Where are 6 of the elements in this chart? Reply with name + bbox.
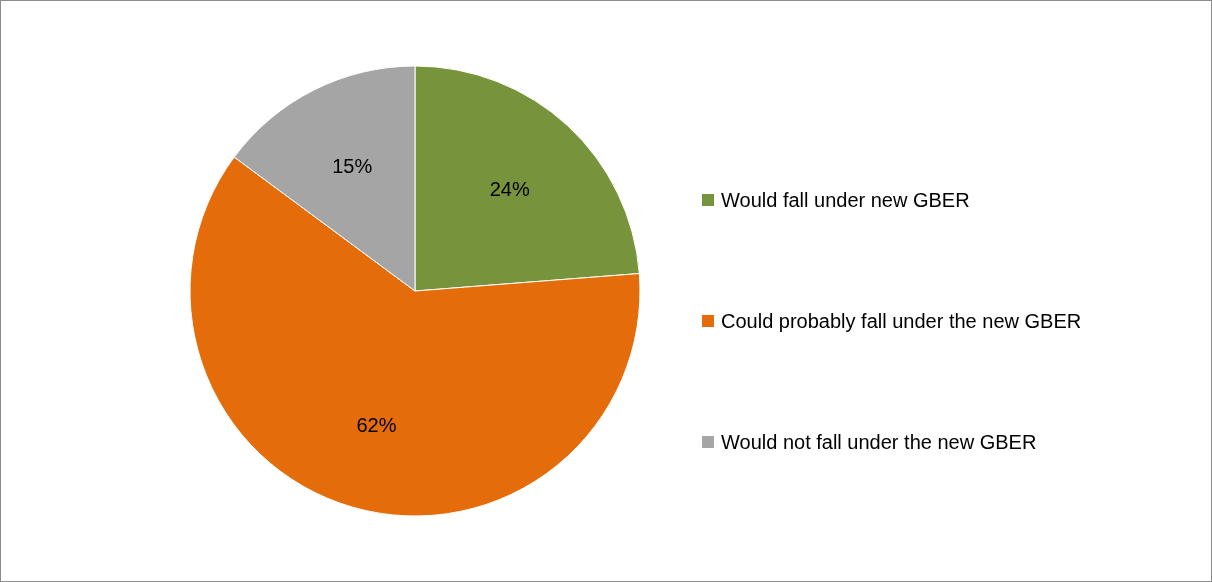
data-label: 24%: [489, 177, 530, 200]
data-label: 62%: [356, 414, 397, 437]
legend-label: Would not fall under the new GBER: [721, 431, 1037, 453]
data-label: 15%: [332, 155, 373, 178]
legend-label: Could probably fall under the new GBER: [721, 310, 1082, 332]
legend-label: Would fall under new GBER: [721, 189, 970, 211]
